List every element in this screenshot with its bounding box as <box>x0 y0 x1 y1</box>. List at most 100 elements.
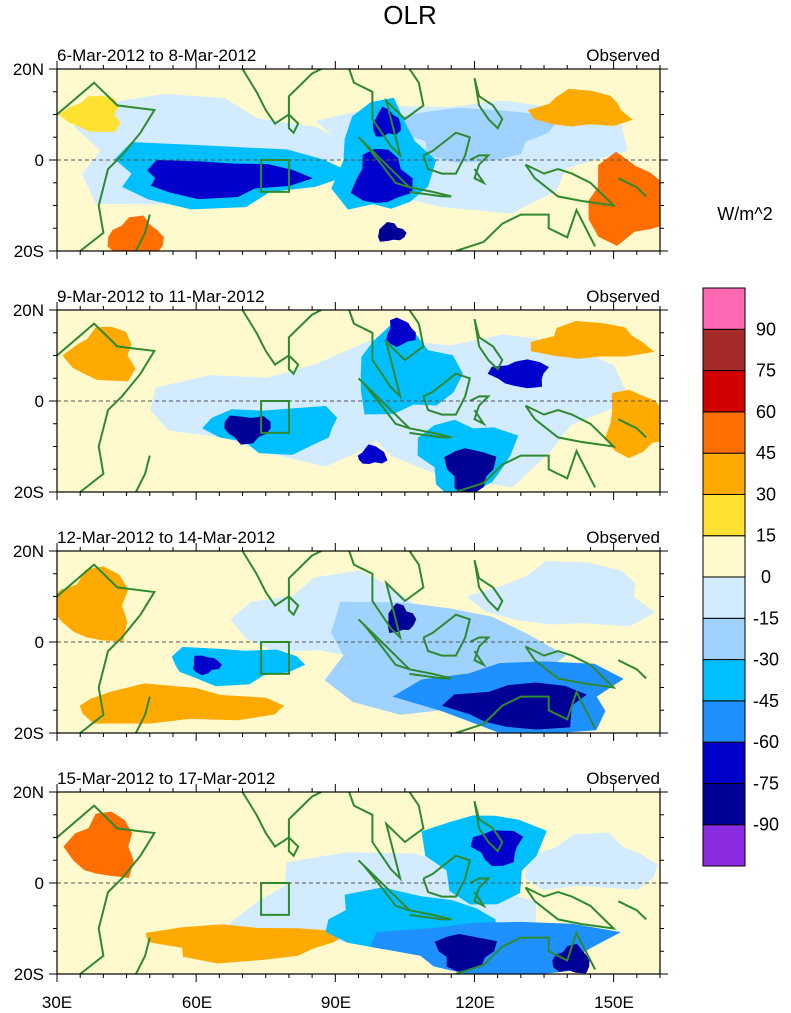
region-box <box>260 882 290 916</box>
coastline <box>57 322 157 492</box>
colorbar-label: 90 <box>756 319 776 339</box>
y-tick-label: 20S <box>14 965 44 984</box>
coastline <box>473 318 504 371</box>
colorbar-label: 75 <box>756 361 776 381</box>
coastline <box>135 937 151 974</box>
coastline <box>455 930 596 974</box>
colorbar-swatch <box>702 535 746 578</box>
coastline <box>422 372 471 416</box>
panel-label: Observed <box>586 528 660 547</box>
coastline <box>455 207 596 251</box>
olr-anomaly-contour <box>528 88 633 127</box>
y-tick-label: 0 <box>35 151 44 170</box>
y-tick-label: 20N <box>13 60 44 79</box>
olr-anomaly-contour <box>530 321 655 359</box>
colorbar-swatch <box>702 576 746 619</box>
colorbar-label: -75 <box>753 773 779 793</box>
olr-anomaly-contour <box>62 326 136 382</box>
region-box <box>260 400 290 434</box>
coastline <box>348 792 425 882</box>
colorbar-swatch <box>702 617 746 661</box>
coastline <box>617 418 647 439</box>
y-tick-label: 0 <box>35 633 44 652</box>
coastline <box>409 427 452 439</box>
coastline <box>241 69 322 125</box>
coastline <box>524 404 617 448</box>
map-panel: 6-Mar-2012 to 8-Mar-2012 Observed 20N 0 20S <box>13 46 668 261</box>
colorbar-swatch <box>702 700 746 743</box>
coastline <box>469 636 491 668</box>
coastline <box>422 613 471 657</box>
panel-label: Observed <box>586 46 660 65</box>
colorbar-swatch <box>702 824 746 867</box>
olr-anomaly-contour <box>192 655 222 676</box>
colorbar-label: 60 <box>756 402 776 422</box>
colorbar-swatch <box>702 287 746 330</box>
olr-anomaly-contour <box>434 934 497 972</box>
coastline <box>524 886 617 930</box>
coastline <box>409 186 452 198</box>
y-tick-label: 20S <box>14 483 44 502</box>
coastline <box>57 563 157 733</box>
olr-anomaly-contour <box>107 215 164 251</box>
y-tick-label: 0 <box>35 874 44 893</box>
panel-field <box>57 310 660 492</box>
colorbar-label: 0 <box>761 567 771 587</box>
colorbar-swatch <box>702 493 746 537</box>
y-tick-label: 20N <box>13 542 44 561</box>
olr-anomaly-contour <box>357 444 388 464</box>
colorbar-label: -90 <box>753 815 779 835</box>
coastline <box>135 455 151 492</box>
olr-anomaly-contour <box>386 317 416 347</box>
coastline <box>287 113 300 135</box>
x-tick-label: 30E <box>42 993 72 1012</box>
coastline <box>348 310 425 400</box>
x-tick-label: 90E <box>321 993 351 1012</box>
colorbar-label: 15 <box>756 526 776 546</box>
olr-anomaly-contour <box>58 95 121 132</box>
olr-anomaly-contour <box>57 566 129 642</box>
coastline <box>473 800 504 853</box>
olr-anomaly-contour <box>324 601 567 715</box>
colorbar-swatch <box>702 782 746 826</box>
colorbar-units: W/m^2 <box>717 204 772 224</box>
olr-anomaly-contour <box>360 324 463 415</box>
coastline <box>57 804 157 974</box>
panel-field <box>57 551 660 733</box>
coastline <box>473 559 504 612</box>
y-tick-label: 0 <box>35 392 44 411</box>
olr-anomaly-contour <box>378 222 407 242</box>
colorbar-label: 30 <box>756 484 776 504</box>
region-box <box>260 641 290 675</box>
coastline <box>241 792 322 848</box>
coastline <box>287 354 300 376</box>
colorbar-swatch <box>702 452 746 495</box>
coastline <box>422 131 471 175</box>
coastline <box>617 900 647 921</box>
olr-anomaly-contour <box>224 415 271 445</box>
coastline <box>455 448 596 492</box>
panel-label: Observed <box>586 287 660 306</box>
olr-anomaly-contour <box>441 682 587 730</box>
map-panel: 12-Mar-2012 to 14-Mar-2012 Observed 20N 0 20… <box>13 528 668 743</box>
olr-anomaly-contour <box>487 359 549 389</box>
coastline <box>524 645 617 689</box>
map-panels: 6-Mar-2012 to 8-Mar-2012 Observed20N020S9… <box>13 46 668 984</box>
panel-label: Observed <box>586 769 660 788</box>
coastline <box>469 154 491 186</box>
y-tick-label: 20N <box>13 783 44 802</box>
olr-anomaly-contour <box>145 924 350 964</box>
y-tick-label: 20S <box>14 724 44 743</box>
coastline <box>287 836 300 858</box>
colorbar-swatch <box>702 328 746 372</box>
olr-anomaly-contour <box>466 561 655 627</box>
panel-date-range: 12-Mar-2012 to 14-Mar-2012 <box>57 528 275 547</box>
colorbar-swatch <box>702 741 746 784</box>
colorbar-swatch <box>702 370 746 413</box>
colorbar-label: -60 <box>753 732 779 752</box>
x-tick-label: 60E <box>182 993 212 1012</box>
x-tick-label: 150E <box>594 993 634 1012</box>
coastline <box>348 69 425 159</box>
coastline <box>409 909 452 921</box>
region-box <box>260 159 290 193</box>
